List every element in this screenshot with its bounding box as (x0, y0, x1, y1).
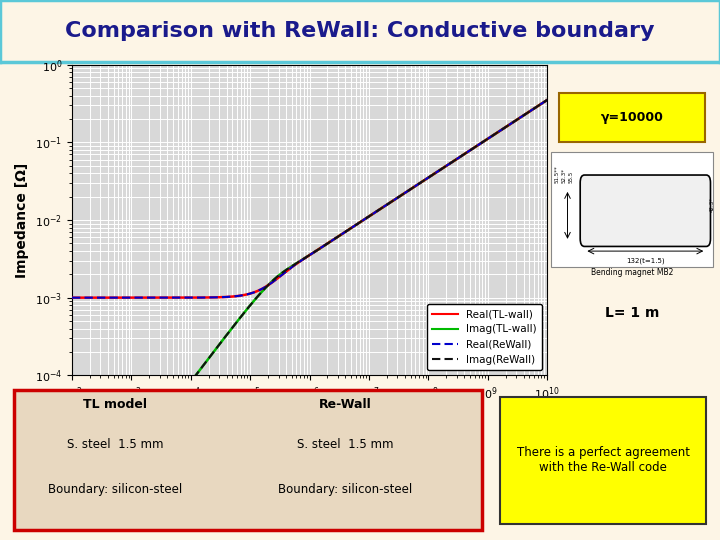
Text: There is a perfect agreement
with the Re-Wall code: There is a perfect agreement with the Re… (517, 447, 690, 474)
Text: 55.5: 55.5 (568, 171, 573, 183)
FancyBboxPatch shape (14, 390, 482, 530)
Text: 42.3*: 42.3* (710, 197, 715, 212)
Legend: Real(TL-wall), Imag(TL-wall), Real(ReWall), Imag(ReWall): Real(TL-wall), Imag(TL-wall), Real(ReWal… (426, 304, 542, 370)
FancyBboxPatch shape (580, 175, 711, 246)
Text: Boundary: silicon-steel: Boundary: silicon-steel (48, 483, 182, 496)
Text: 52.3*: 52.3* (562, 168, 567, 183)
Text: Bending magnet MB2: Bending magnet MB2 (590, 268, 673, 278)
FancyBboxPatch shape (559, 93, 705, 143)
Text: γ=10000: γ=10000 (600, 111, 663, 124)
Text: Re-Wall: Re-Wall (319, 398, 372, 411)
X-axis label: Frequency [Hz]: Frequency [Hz] (251, 407, 369, 421)
Text: TL model: TL model (84, 398, 147, 411)
FancyBboxPatch shape (500, 396, 706, 524)
Text: 132(t=1.5): 132(t=1.5) (626, 257, 665, 264)
Text: S. steel  1.5 mm: S. steel 1.5 mm (67, 438, 163, 451)
Y-axis label: Impedance [Ω]: Impedance [Ω] (15, 163, 30, 278)
Text: Comparison with ReWall: Conductive boundary: Comparison with ReWall: Conductive bound… (66, 21, 654, 41)
FancyBboxPatch shape (551, 152, 713, 267)
Text: S. steel  1.5 mm: S. steel 1.5 mm (297, 438, 394, 451)
Text: 51.5**: 51.5** (555, 165, 560, 183)
Text: Boundary: silicon-steel: Boundary: silicon-steel (279, 483, 413, 496)
Text: L= 1 m: L= 1 m (605, 306, 659, 320)
